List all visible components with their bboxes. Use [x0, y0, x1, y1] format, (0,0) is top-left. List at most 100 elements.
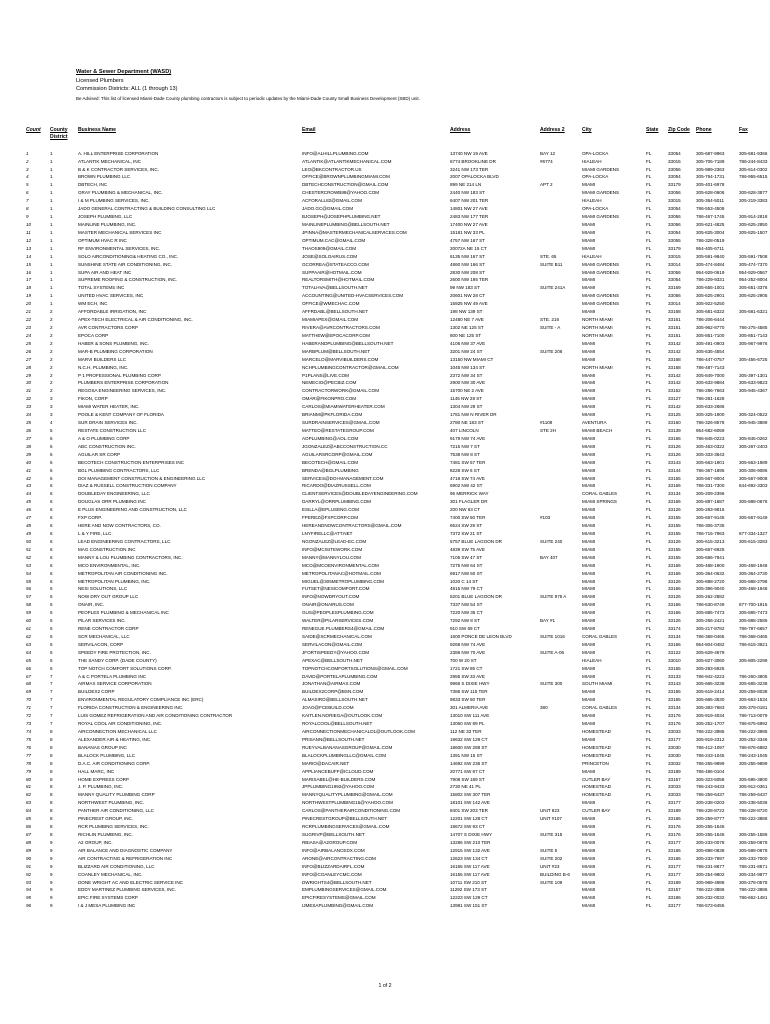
- cell-business-name: APEX-TECH ELECTRICAL & AIR CONDITIONING,…: [78, 317, 193, 323]
- cell-county-district: 3: [50, 396, 53, 402]
- cell-state: FL: [646, 808, 652, 814]
- cell-city: MIAMI: [582, 443, 596, 449]
- cell-county-district: 9: [50, 839, 53, 845]
- cell-email: ESILLA@EPLUSENG.COM: [302, 507, 359, 513]
- cell-address: 2730 NE 41 PL: [450, 784, 481, 790]
- cell-email: INFO@MCISITEWORK.COM: [302, 546, 363, 552]
- column-header-business-name: Business Name: [78, 127, 116, 133]
- cell-phone: 305-396-9040: [696, 586, 725, 592]
- cell-zip-code: 33155: [668, 665, 681, 671]
- cell-address2: [540, 356, 582, 364]
- cell-zip-code: 33166: [668, 570, 681, 576]
- cell-email: HABERANDPLUMBING@BELLSOUTH.NET: [302, 340, 394, 346]
- cell-county-district: 6: [50, 602, 53, 608]
- cell-business-name: BUILDEX2 CORP: [78, 689, 115, 695]
- table-row: 72 7 LUIS GOMEZ REFRIGERATION AND AIR COND…: [26, 712, 770, 720]
- cell-phone: 305-827-3060: [696, 657, 725, 663]
- cell-email: AGUILARSRCORP@GMAIL.COM: [302, 451, 373, 457]
- cell-fax: [739, 237, 770, 245]
- cell-phone: 305-969-4988: [696, 879, 725, 885]
- cell-business-name: ENVIRONMENTAL REGULATORY COMPLIANCE INC …: [78, 697, 204, 703]
- column-header-city: City: [582, 127, 592, 133]
- table-row: 13 1 RF ENVIRONMENTAL SERVICES, INC. THAOS9…: [26, 245, 770, 253]
- cell-email: IJMESAPLUMBING@GMAIL.COM: [302, 903, 374, 909]
- cell-zip-code: 33015: [668, 253, 681, 259]
- table-row: 36 5 RESTATE CONSTRUCTION LLC MATTEO@RESTAT…: [26, 427, 770, 435]
- cell-county-district: 2: [50, 388, 53, 394]
- cell-phone: 305-325-1900: [696, 412, 725, 418]
- cell-address: 99 NW 183 ST: [450, 285, 480, 291]
- cell-city: MIAMI: [582, 467, 596, 473]
- cell-email: MARBPLUM@BELLSOUTH.NET: [302, 348, 371, 354]
- cell-city: MIAMI: [582, 340, 596, 346]
- cell-county-district: 9: [50, 871, 53, 877]
- cell-fax: 305-633-9823: [739, 380, 768, 386]
- cell-county-district: 7: [50, 721, 53, 727]
- cell-address2: 380: [540, 705, 548, 711]
- cell-business-name: NOW DRY OUT GROUP LLC: [78, 594, 139, 600]
- cell-city: MIAMI: [582, 721, 596, 727]
- cell-address: 4718 SW 74 AVE: [450, 475, 485, 481]
- cell-zip-code: 33144: [668, 467, 681, 473]
- cell-city: CORAL GABLES: [582, 491, 618, 497]
- cell-address2: #6774: [540, 158, 553, 164]
- cell-city: MIAMI: [582, 404, 596, 410]
- cell-address: 4757 NW 167 ST: [450, 237, 485, 243]
- cell-zip-code: 33139: [668, 427, 681, 433]
- cell-state: FL: [646, 515, 652, 521]
- cell-business-name: HABER & SONS PLUMBING, INC.: [78, 340, 149, 346]
- cell-count: 68: [26, 681, 32, 687]
- column-header-zip-code: Zip Code: [668, 127, 690, 133]
- cell-zip-code: 33056: [668, 214, 681, 220]
- cell-email: NEMECIO@PECBIZ.COM: [302, 380, 357, 386]
- cell-county-district: 6: [50, 618, 53, 624]
- cell-address: 1600 PONCE DE LEON BLVD: [450, 633, 512, 639]
- cell-count: 57: [26, 594, 32, 600]
- column-header-address2: Address 2: [540, 127, 565, 133]
- cell-zip-code: 33177: [668, 863, 681, 869]
- cell-city: MIAMI: [582, 626, 596, 632]
- cell-city: MIAMI: [582, 309, 596, 315]
- cell-state: FL: [646, 578, 652, 584]
- table-row: 67 7 A & C PORTELA PLUMBING INC DAVID@PORTE…: [26, 673, 770, 681]
- cell-address: 2955 SW 33 AVE: [450, 673, 485, 679]
- cell-city: MIAMI SPRINGS: [582, 499, 617, 505]
- cell-business-name: FLORIDA CONSTRUCTION & ENGINEERING INC.: [78, 705, 184, 711]
- cell-business-name: PINECREST GROUP, INC.: [78, 816, 134, 822]
- cell-address: 7105 SW 47 ST: [450, 554, 483, 560]
- cell-business-name: AIR BALANCE AND DIAGNOSTIC COMPANY: [78, 847, 173, 853]
- cell-count: 78: [26, 760, 32, 766]
- cell-count: 86: [26, 824, 32, 830]
- cell-address2: [540, 221, 582, 229]
- cell-county-district: 6: [50, 570, 53, 576]
- table-row: 51 6 MAG CONSTRUCTION INC INFO@MCISITEWORK.…: [26, 546, 770, 554]
- cell-state: FL: [646, 744, 652, 750]
- column-header-address: Address: [450, 127, 471, 133]
- cell-city: MIAMI: [582, 824, 596, 830]
- cell-city: MIAMI: [582, 459, 596, 465]
- table-row: 23 2 AVR CONTRACTORS CORP RIVERA@AVRCONTRAC…: [26, 324, 770, 332]
- cell-business-name: EDDY MARTINEZ PLUMBING SERVICES, INC.: [78, 887, 177, 893]
- cell-fax: 305-967-9976: [739, 340, 768, 346]
- cell-business-name: AIRMAX SERVICE CORPORATION: [78, 681, 152, 687]
- cell-state: FL: [646, 491, 652, 497]
- cell-fax: 844-692-3303: [739, 483, 768, 489]
- cell-business-name: MASTER MECHANICAL SERVICES INC: [78, 229, 162, 235]
- cell-address2: [540, 791, 582, 799]
- cell-count: 39: [26, 451, 32, 457]
- cell-address2: [540, 276, 582, 284]
- cell-county-district: 6: [50, 641, 53, 647]
- cell-state: FL: [646, 269, 652, 275]
- cell-zip-code: 33015: [668, 158, 681, 164]
- cell-county-district: 3: [50, 404, 53, 410]
- cell-count: 27: [26, 356, 32, 362]
- cell-state: FL: [646, 657, 652, 663]
- cell-count: 82: [26, 792, 32, 798]
- cell-address2: [540, 269, 582, 277]
- table-header-row-group: Count County District Business Name Email…: [26, 127, 770, 150]
- cell-address: 7292 NW 8 ST: [450, 618, 480, 624]
- cell-zip-code: 33177: [668, 839, 681, 845]
- cell-fax: 305-324-0522: [739, 412, 768, 418]
- cell-state: FL: [646, 166, 652, 172]
- cell-email: OFFICE@BROWNPLUMBINGMIAMI.COM: [302, 174, 390, 180]
